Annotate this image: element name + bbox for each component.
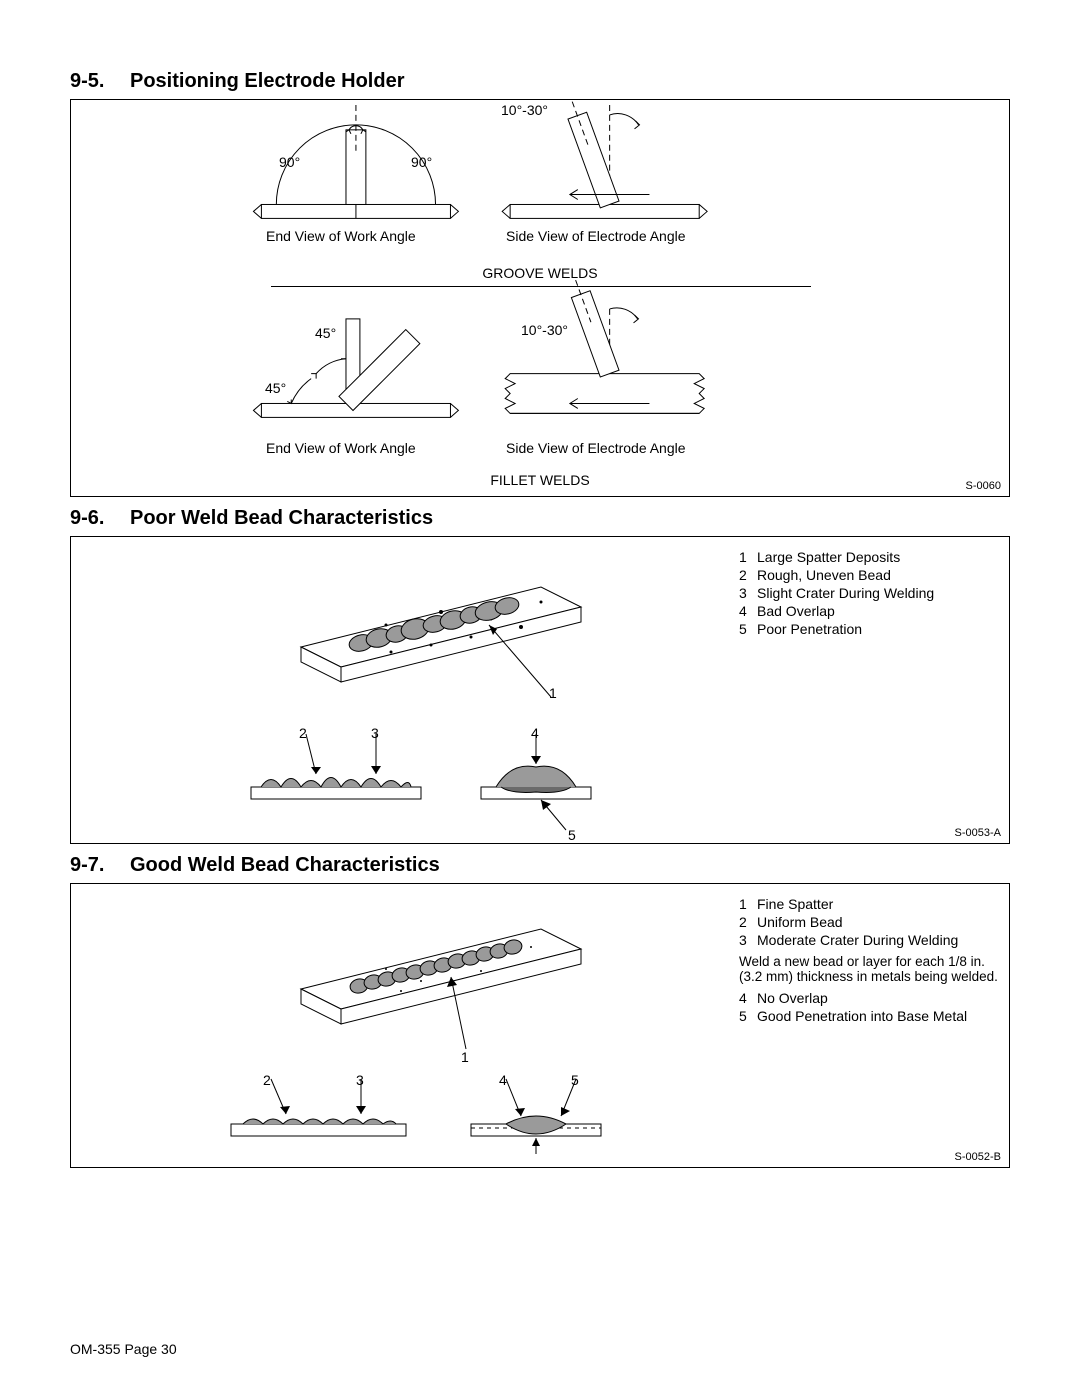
legend-row: 5Poor Penetration [739, 621, 999, 637]
legend-row: 4No Overlap [739, 990, 999, 1006]
angle-1030-top: 10°-30° [501, 102, 548, 118]
callout-97-3: 3 [356, 1072, 364, 1088]
angle-90-right: 90° [411, 154, 432, 170]
angle-90-left: 90° [279, 154, 300, 170]
figure-96: 1 2 3 4 5 1Large Spatter Deposits 2Rough… [70, 536, 1010, 844]
fig95-ref: S-0060 [966, 480, 1001, 492]
page: 9-5.Positioning Electrode Holder [0, 0, 1080, 1397]
section-title-96: 9-6.Poor Weld Bead Characteristics [70, 507, 1010, 530]
legend-96: 1Large Spatter Deposits 2Rough, Uneven B… [739, 547, 999, 639]
section-txt-95: Positioning Electrode Holder [130, 70, 404, 92]
callout-97-2: 2 [263, 1072, 271, 1088]
section-txt-97: Good Weld Bead Characteristics [130, 854, 440, 876]
end-view-fillet: End View of Work Angle [266, 440, 416, 456]
callout-3: 3 [371, 725, 379, 741]
callout-97-5: 5 [571, 1072, 579, 1088]
legend-row: 2Rough, Uneven Bead [739, 567, 999, 583]
page-footer: OM-355 Page 30 [70, 1341, 177, 1357]
side-view-groove: Side View of Electrode Angle [506, 228, 686, 244]
fig-97-svg [71, 884, 731, 1169]
callout-4: 4 [531, 725, 539, 741]
legend-97: 1Fine Spatter 2Uniform Bead 3Moderate Cr… [739, 894, 999, 1026]
callout-97-1: 1 [461, 1049, 469, 1065]
section-title-97: 9-7.Good Weld Bead Characteristics [70, 854, 1010, 877]
figure-95: 90° 90° 10°-30° End View of Work Angle S… [70, 99, 1010, 497]
side-view-fillet: Side View of Electrode Angle [506, 440, 686, 456]
legend-row: 5Good Penetration into Base Metal [739, 1008, 999, 1024]
legend-row: 3Slight Crater During Welding [739, 585, 999, 601]
section-num-95: 9-5. [70, 70, 130, 93]
angle-45b: 45° [265, 380, 286, 396]
section-num-96: 9-6. [70, 507, 130, 530]
groove-label: GROOVE WELDS [71, 265, 1009, 281]
fig-95-svg [71, 100, 1009, 496]
fig96-ref: S-0053-A [955, 827, 1001, 839]
callout-1: 1 [549, 685, 557, 701]
legend-note: Weld a new bead or layer for each 1/8 in… [739, 954, 999, 984]
groove-divider [271, 286, 811, 287]
callout-5: 5 [568, 827, 576, 843]
callout-97-4: 4 [499, 1072, 507, 1088]
end-view-groove: End View of Work Angle [266, 228, 416, 244]
fig-96-svg [71, 537, 731, 845]
angle-45a: 45° [315, 325, 336, 341]
section-txt-96: Poor Weld Bead Characteristics [130, 507, 433, 529]
legend-row: 1Fine Spatter [739, 896, 999, 912]
legend-row: 3Moderate Crater During Welding [739, 932, 999, 948]
legend-row: 1Large Spatter Deposits [739, 549, 999, 565]
fillet-label: FILLET WELDS [71, 472, 1009, 488]
section-num-97: 9-7. [70, 854, 130, 877]
section-title-95: 9-5.Positioning Electrode Holder [70, 70, 1010, 93]
legend-row: 4Bad Overlap [739, 603, 999, 619]
callout-2: 2 [299, 725, 307, 741]
angle-1030-bot: 10°-30° [521, 322, 568, 338]
figure-97: 1 2 3 4 5 1Fine Spatter 2Uniform Bead 3M… [70, 883, 1010, 1168]
fig97-ref: S-0052-B [955, 1151, 1001, 1163]
legend-row: 2Uniform Bead [739, 914, 999, 930]
